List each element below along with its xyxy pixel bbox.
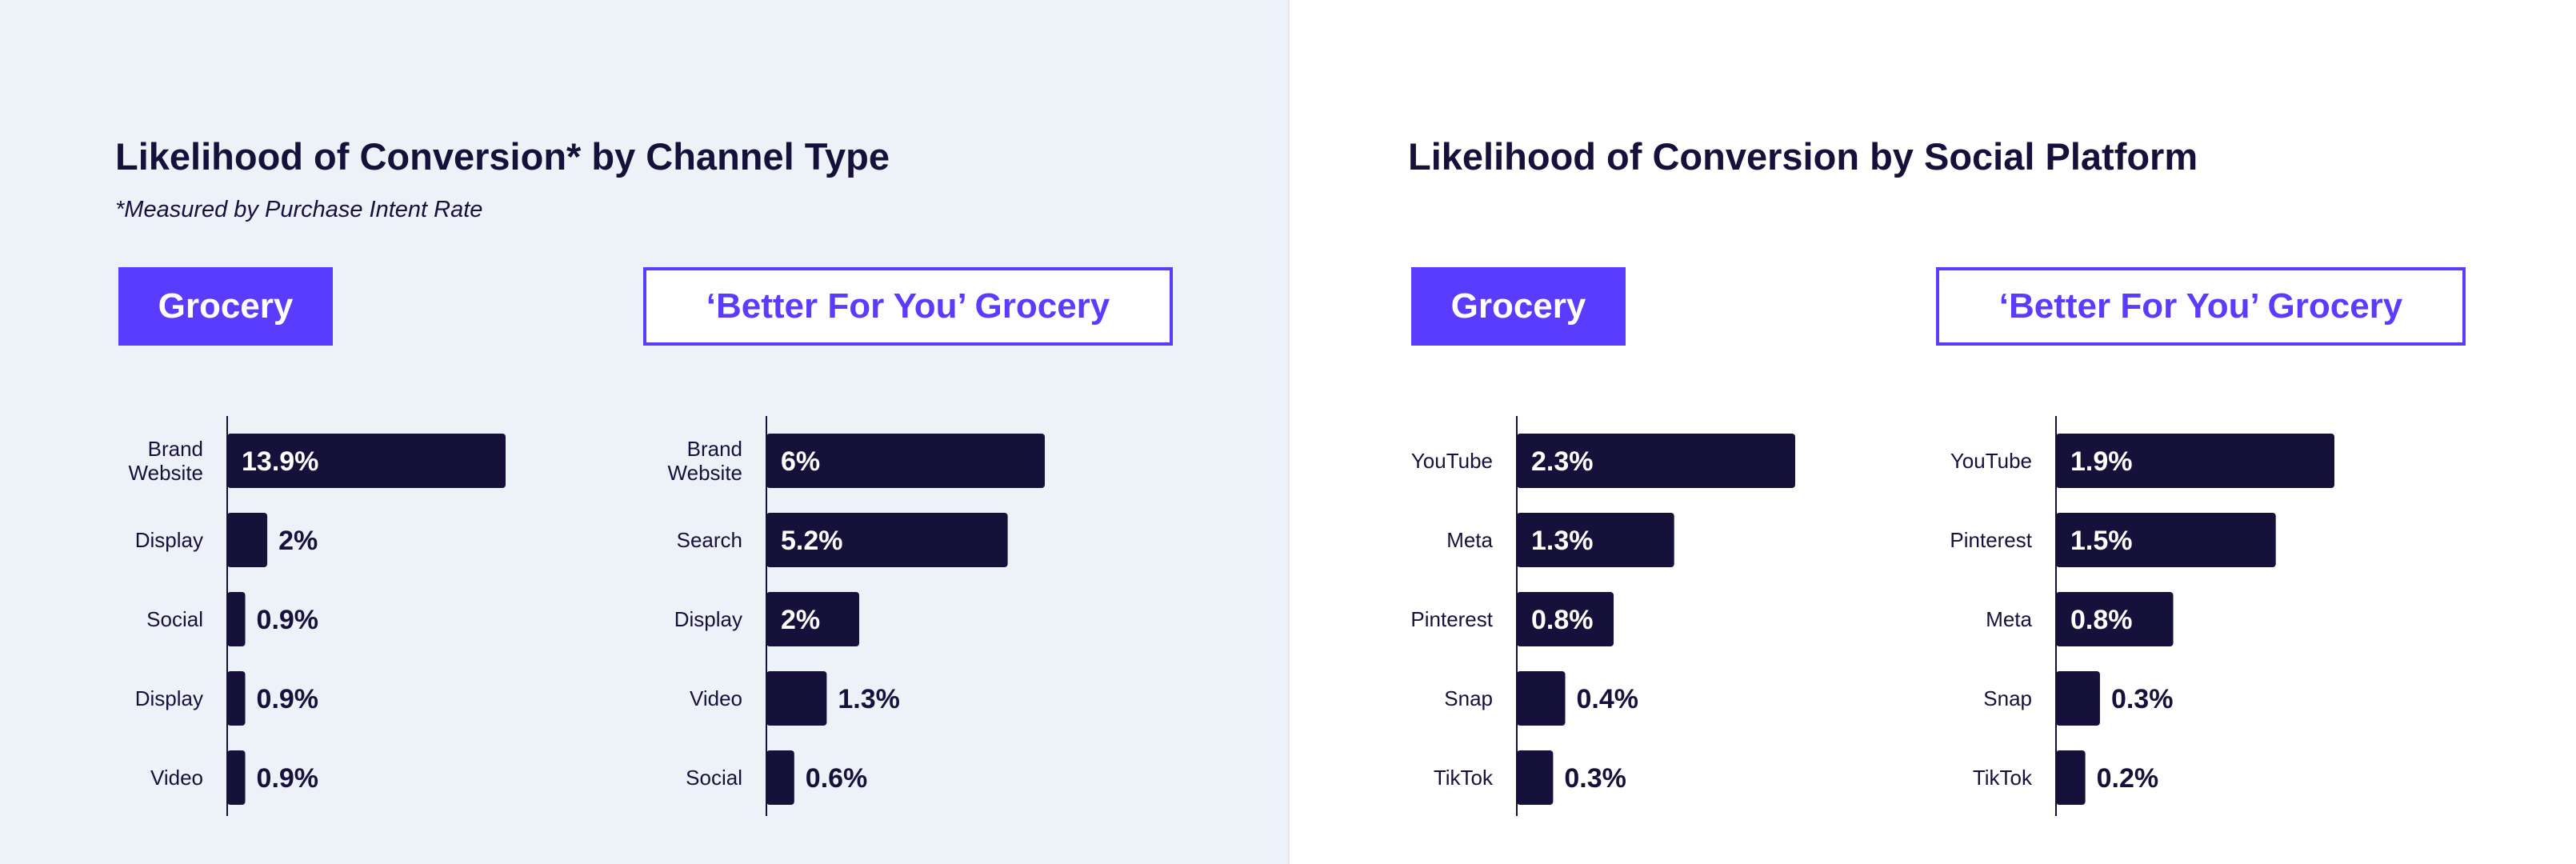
category-label: Video bbox=[690, 686, 742, 710]
social-bfy-chart: YouTube 1.9% Pinterest 1.5% Meta 0.8% Snap 0.3%… bbox=[1909, 416, 2334, 816]
category-label: Pinterest bbox=[1410, 607, 1493, 631]
channel-grocery-chart: Brand Website 13.9% Display 2% Social 0.9% Disp… bbox=[80, 416, 506, 816]
bar bbox=[766, 513, 1008, 567]
category-label: Video bbox=[150, 766, 203, 790]
value-label: 0.8% bbox=[2070, 605, 2133, 635]
value-label: 2% bbox=[781, 605, 820, 635]
panel-divider bbox=[1288, 0, 1290, 864]
grocery-pill: Grocery bbox=[1411, 267, 1626, 346]
bar-chart-svg: Brand Website 13.9% Display 2% Social 0.9% Disp… bbox=[129, 416, 506, 816]
value-label: 0.6% bbox=[806, 763, 868, 794]
value-label: 0.9% bbox=[257, 605, 319, 635]
bar bbox=[227, 750, 246, 805]
bar bbox=[1517, 434, 1795, 488]
bar bbox=[766, 434, 1045, 488]
value-label: 0.4% bbox=[1577, 684, 1639, 714]
category-label: Social bbox=[686, 766, 742, 790]
category-label: Display bbox=[674, 607, 742, 631]
value-label: 0.9% bbox=[257, 684, 319, 714]
social-platform-panel: Likelihood of Conversion by Social Platf… bbox=[1290, 0, 2576, 864]
bar bbox=[227, 671, 246, 726]
bar bbox=[2056, 592, 2174, 646]
value-label: 0.2% bbox=[2097, 763, 2159, 794]
bar bbox=[227, 592, 246, 646]
value-label: 6% bbox=[781, 446, 820, 477]
category-label: YouTube bbox=[1950, 449, 2032, 473]
value-label: 13.9% bbox=[242, 446, 318, 477]
value-label: 1.3% bbox=[1531, 526, 1594, 556]
bar-chart-svg: Brand Website 6% Search 5.2% Display 2% Video 1.… bbox=[668, 416, 1045, 816]
bar bbox=[227, 513, 268, 567]
social-grocery-chart: YouTube 2.3% Meta 1.3% Pinterest 0.8% Snap 0.4%… bbox=[1370, 416, 1795, 816]
value-label: 1.9% bbox=[2070, 446, 2133, 477]
category-label: Display bbox=[135, 686, 203, 710]
category-label: Meta bbox=[1446, 528, 1493, 552]
value-label: 0.9% bbox=[257, 763, 319, 794]
bar bbox=[2056, 513, 2276, 567]
category-label: Display bbox=[135, 528, 203, 552]
value-label: 0.8% bbox=[1531, 605, 1594, 635]
channel-type-title: Likelihood of Conversion* by Channel Typ… bbox=[115, 135, 890, 178]
bar-chart-svg: YouTube 1.9% Pinterest 1.5% Meta 0.8% Snap 0.3%… bbox=[1950, 416, 2334, 816]
category-label: Social bbox=[146, 607, 203, 631]
bar bbox=[227, 434, 506, 488]
value-label: 1.3% bbox=[838, 684, 900, 714]
value-label: 2.3% bbox=[1531, 446, 1594, 477]
bar bbox=[766, 671, 827, 726]
category-label: Brand Website bbox=[668, 437, 742, 485]
bar bbox=[1517, 592, 1614, 646]
bar bbox=[1517, 513, 1674, 567]
bar bbox=[2056, 434, 2334, 488]
category-label: Snap bbox=[1983, 686, 2032, 710]
grocery-pill: Grocery bbox=[118, 267, 333, 346]
value-label: 5.2% bbox=[781, 526, 843, 556]
category-label: Brand Website bbox=[129, 437, 203, 485]
bar bbox=[2056, 671, 2100, 726]
category-label: TikTok bbox=[1973, 766, 2033, 790]
channel-bfy-chart: Brand Website 6% Search 5.2% Display 2% Video 1.… bbox=[619, 416, 1045, 816]
bar-chart-svg: YouTube 2.3% Meta 1.3% Pinterest 0.8% Snap 0.4%… bbox=[1410, 416, 1795, 816]
value-label: 1.5% bbox=[2070, 526, 2133, 556]
category-label: Meta bbox=[1986, 607, 2032, 631]
category-label: Snap bbox=[1444, 686, 1493, 710]
bar bbox=[2056, 750, 2086, 805]
category-label: YouTube bbox=[1411, 449, 1493, 473]
social-platform-title: Likelihood of Conversion by Social Platf… bbox=[1408, 135, 2198, 178]
value-label: 2% bbox=[278, 526, 318, 556]
bar bbox=[1517, 671, 1566, 726]
channel-type-panel: Likelihood of Conversion* by Channel Typ… bbox=[0, 0, 1288, 864]
bar bbox=[1517, 750, 1554, 805]
category-label: Pinterest bbox=[1950, 528, 2032, 552]
category-label: TikTok bbox=[1434, 766, 1494, 790]
better-for-you-grocery-pill: ‘Better For You’ Grocery bbox=[643, 267, 1173, 346]
purchase-intent-footnote: *Measured by Purchase Intent Rate bbox=[115, 197, 483, 222]
bar bbox=[766, 592, 859, 646]
value-label: 0.3% bbox=[2111, 684, 2174, 714]
value-label: 0.3% bbox=[1564, 763, 1626, 794]
category-label: Search bbox=[677, 528, 742, 552]
bar bbox=[766, 750, 794, 805]
better-for-you-grocery-pill: ‘Better For You’ Grocery bbox=[1936, 267, 2466, 346]
